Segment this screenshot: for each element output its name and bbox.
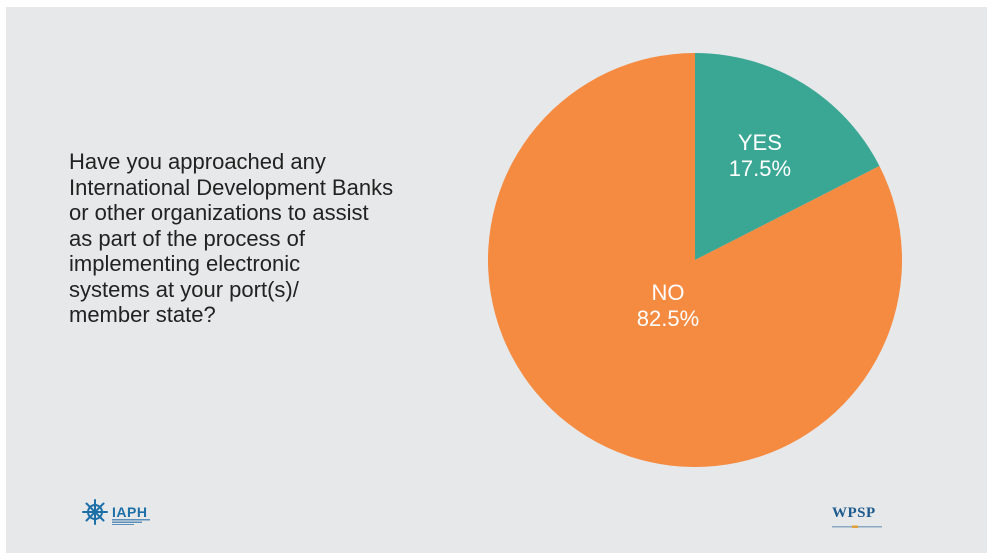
ship-wheel-icon: [82, 499, 108, 525]
pie-label-yes-percent: 17.5%: [729, 156, 791, 181]
iaph-logo: IAPH: [82, 496, 147, 528]
slide: Have you approached any International De…: [6, 7, 987, 553]
wpsp-logo-subtitle-line: [832, 525, 882, 529]
iaph-logo-text: IAPH: [112, 505, 147, 519]
pie-label-yes-name: YES: [738, 130, 782, 155]
pie-label-no-name: NO: [651, 280, 684, 305]
iaph-logo-subtitle-lines: [112, 519, 152, 525]
wpsp-logo-text: WPSP: [832, 505, 876, 521]
wpsp-logo: WPSP: [832, 504, 882, 529]
pie-label-no-percent: 82.5%: [637, 306, 699, 331]
